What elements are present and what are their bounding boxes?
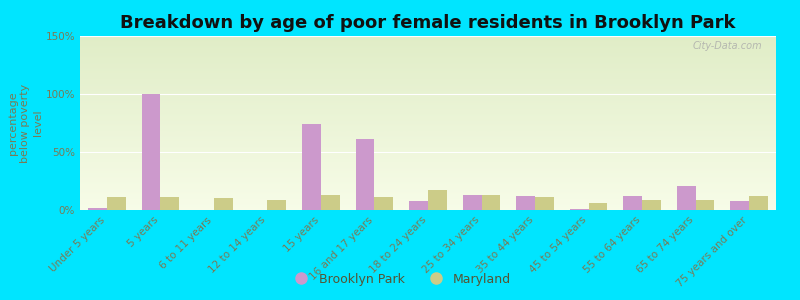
Bar bbox=[730, 201, 750, 210]
Text: City-Data.com: City-Data.com bbox=[693, 41, 762, 51]
Bar bbox=[516, 196, 535, 210]
Bar bbox=[374, 197, 394, 210]
Bar bbox=[106, 197, 126, 210]
Bar bbox=[356, 139, 374, 210]
Bar bbox=[428, 190, 446, 210]
Bar bbox=[677, 186, 696, 210]
Bar bbox=[142, 94, 160, 210]
Bar bbox=[482, 195, 500, 210]
Bar bbox=[462, 195, 482, 210]
Bar bbox=[214, 198, 233, 210]
Bar bbox=[535, 197, 554, 210]
Bar bbox=[160, 197, 179, 210]
Title: Breakdown by age of poor female residents in Brooklyn Park: Breakdown by age of poor female resident… bbox=[120, 14, 736, 32]
Bar bbox=[410, 201, 428, 210]
Bar bbox=[570, 209, 589, 210]
Bar bbox=[88, 208, 106, 210]
Bar bbox=[589, 203, 607, 210]
Bar bbox=[696, 200, 714, 210]
Bar bbox=[321, 195, 340, 210]
Bar bbox=[267, 200, 286, 210]
Bar bbox=[302, 124, 321, 210]
Y-axis label: percentage
below poverty
level: percentage below poverty level bbox=[8, 83, 42, 163]
Bar bbox=[750, 196, 768, 210]
Bar bbox=[623, 196, 642, 210]
Bar bbox=[642, 200, 661, 210]
Legend: Brooklyn Park, Maryland: Brooklyn Park, Maryland bbox=[284, 268, 516, 291]
